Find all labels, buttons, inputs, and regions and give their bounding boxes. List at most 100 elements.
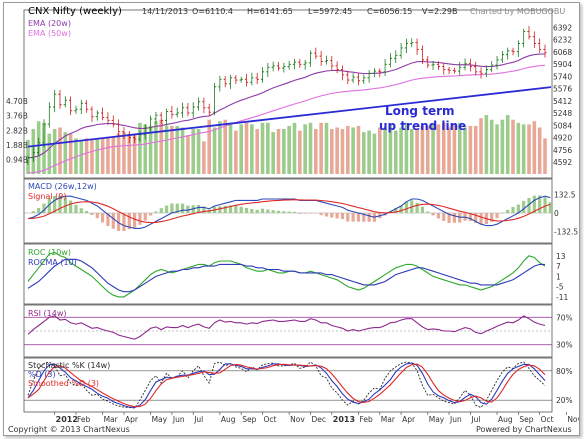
macd-histogram-bar (63, 197, 67, 213)
macd-histogram-bar (106, 213, 110, 226)
x-axis-tick-label: Jul (193, 415, 203, 424)
volume-bar (473, 125, 478, 174)
price-layer (26, 26, 552, 174)
volume-bar (180, 127, 185, 174)
roc-tick-label: 7 (556, 262, 561, 271)
price-tick-label: 5248 (553, 109, 572, 118)
macd-histogram-bar (516, 204, 520, 213)
volume-bar (324, 122, 329, 174)
volume-bar (186, 135, 190, 174)
volume-bar (63, 132, 68, 174)
macd-histogram-bar (117, 213, 121, 231)
volume-tick-label: 0.94B (6, 155, 28, 164)
volume-bar (260, 122, 265, 174)
macd-histogram-bar (159, 208, 163, 213)
charted-by: Charted by MOBUGOBU (470, 7, 565, 16)
macd-histogram-bar (500, 213, 504, 214)
header-open: O=6110.4 (192, 7, 233, 16)
volume-bar (148, 125, 153, 174)
legend-macd: MACD (26w,12w) (28, 182, 97, 191)
stochastic-smoothed-d-line (27, 363, 546, 408)
macd-histogram-bar (271, 210, 275, 213)
macd-histogram-bar (138, 213, 142, 225)
volume-bar (266, 122, 270, 174)
volume-bar (90, 139, 94, 174)
macd-histogram-bar (282, 211, 286, 213)
macd-histogram-bar (154, 211, 158, 213)
macd-histogram-bar (415, 202, 419, 213)
volume-bar (212, 127, 217, 174)
macd-histogram-bar (324, 213, 329, 217)
macd-histogram-bar (127, 213, 131, 230)
macd-histogram-bar (511, 206, 515, 213)
legend-signal: Signal (9) (28, 192, 66, 201)
header-high: H=6141.65 (247, 7, 293, 16)
legend-roc: ROC (10w) (28, 248, 71, 257)
macd-histogram-bar (202, 206, 206, 213)
macd-histogram-bar (303, 213, 307, 214)
volume-bar (404, 122, 409, 174)
roc-tick-label: -11 (556, 293, 568, 302)
macd-histogram-bar (111, 213, 115, 229)
macd-histogram-bar (394, 208, 398, 213)
macd-histogram-bar (90, 213, 94, 215)
macd-histogram-bar (255, 209, 259, 213)
price-tick-label: 5740 (553, 72, 572, 81)
volume-bar (335, 127, 339, 174)
macd-histogram-bar (79, 208, 83, 213)
macd-histogram-bar (85, 210, 89, 213)
volume-bar (223, 119, 228, 174)
macd-histogram-bar (292, 211, 297, 213)
volume-bar (372, 133, 377, 174)
macd-histogram-bar (223, 205, 227, 213)
macd-histogram-bar (101, 213, 105, 223)
macd-histogram-bar (95, 213, 99, 219)
volume-bar (175, 125, 180, 174)
x-axis-tick-label: Jul (470, 415, 480, 424)
stock-chart: 6392 6232 6068 5904 5740 5576 5412 5248 5084 4920… (6, 6, 579, 434)
volume-bar (298, 130, 302, 174)
volume-bar (409, 129, 414, 174)
macd-histogram-bar (458, 213, 462, 223)
macd-line (27, 195, 551, 229)
x-axis-tick-label: Mar (381, 415, 396, 424)
volume-bar (143, 124, 148, 174)
macd-histogram-bar (53, 195, 57, 213)
macd-histogram-bar (186, 205, 190, 213)
volume-bar (138, 122, 142, 174)
volume-bar (159, 119, 164, 174)
volume-bar (425, 125, 430, 174)
roc-panel (23, 243, 553, 305)
price-tick-label: 5084 (553, 121, 572, 130)
price-tick-label: 4920 (553, 134, 572, 143)
volume-bar (127, 133, 132, 174)
x-axis-tick-label: Apr (402, 415, 416, 424)
price-tick-label: 4756 (553, 146, 572, 155)
volume-bar (489, 119, 494, 174)
x-axis-tick-label: Feb (359, 415, 373, 424)
volume-bar (436, 124, 441, 174)
volume-bar (303, 124, 307, 174)
macd-histogram-bar (276, 210, 281, 213)
volume-bar (314, 129, 318, 174)
macd-tick-label: -132.5 (554, 228, 578, 237)
volume-bar (377, 127, 382, 174)
volume-bar (79, 141, 84, 174)
ema50-line (27, 64, 546, 174)
volume-bar (505, 115, 510, 174)
macd-histogram-bar (468, 213, 472, 221)
volume-bar (282, 129, 286, 174)
volume-bar (351, 127, 355, 174)
macd-histogram-bar (532, 195, 536, 213)
x-axis-tick-label: Jun (449, 415, 462, 424)
volume-bar (116, 133, 121, 174)
roc-tick-label: 13 (556, 252, 566, 261)
volume-bar (111, 136, 116, 174)
stochastic-panel (23, 357, 553, 413)
macd-histogram-bar (399, 205, 403, 213)
macd-histogram-bar (340, 213, 345, 220)
legend-rsi: RSI (14w) (28, 309, 67, 318)
macd-panel (23, 178, 553, 244)
volume-bar (330, 129, 334, 174)
volume-bar (431, 122, 435, 174)
